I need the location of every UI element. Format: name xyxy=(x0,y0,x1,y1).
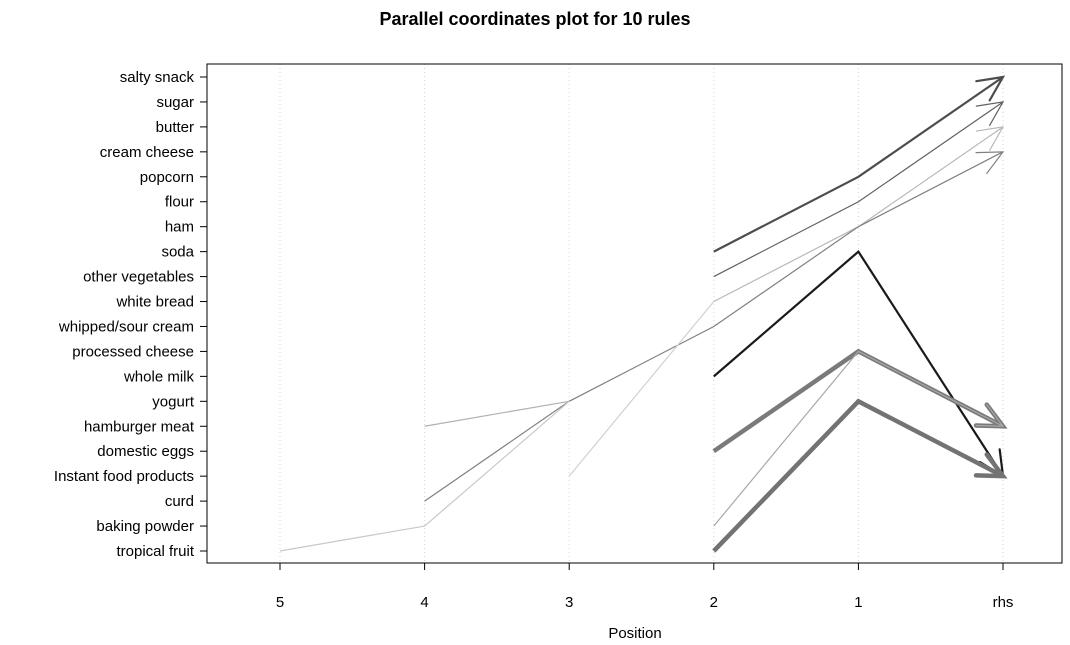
arrowhead xyxy=(975,126,1005,151)
y-tick-label: hamburger meat xyxy=(84,418,195,435)
arrowhead xyxy=(975,151,1005,175)
y-tick-label: flour xyxy=(165,194,194,211)
arrowhead xyxy=(975,404,1005,427)
rule-line xyxy=(568,301,715,477)
y-tick-label: domestic eggs xyxy=(97,443,194,460)
rule-line xyxy=(279,400,570,552)
arrowhead xyxy=(973,452,1008,479)
y-tick-label: yogurt xyxy=(152,393,195,410)
arrowhead xyxy=(975,75,1006,102)
y-tick-label: butter xyxy=(156,119,194,136)
y-tick-label: white bread xyxy=(115,294,194,311)
y-tick-label: popcorn xyxy=(140,169,194,186)
rule-line xyxy=(713,126,1005,303)
grid-lines xyxy=(279,64,1004,563)
y-tick-label: other vegetables xyxy=(83,269,194,286)
rule-lines xyxy=(279,75,1008,553)
y-tick-label: soda xyxy=(161,244,194,261)
x-tick-label: 3 xyxy=(565,594,573,611)
rule-line xyxy=(713,75,1006,253)
y-tick-label: cream cheese xyxy=(100,144,194,161)
x-tick-label: 1 xyxy=(854,594,862,611)
x-tick-label: rhs xyxy=(993,594,1014,611)
y-tick-label: Instant food products xyxy=(54,468,194,485)
x-tick-label: 5 xyxy=(276,594,284,611)
x-axis: 5 4 3 2 1 rhs xyxy=(276,563,1014,611)
x-tick-label: 2 xyxy=(710,594,718,611)
arrowhead xyxy=(975,101,1005,127)
rule-line xyxy=(713,101,1005,278)
y-tick-label: salty snack xyxy=(120,69,195,86)
y-tick-label: processed cheese xyxy=(72,343,194,360)
rule-line xyxy=(713,249,1005,479)
y-tick-label: curd xyxy=(165,493,194,510)
y-tick-label: baking powder xyxy=(96,518,194,535)
chart-title: Parallel coordinates plot for 10 rules xyxy=(379,9,690,29)
y-tick-label: whole milk xyxy=(123,368,195,385)
y-axis: salty snack sugar butter cream cheese popco… xyxy=(54,69,207,560)
rule-line xyxy=(712,398,1008,553)
x-tick-label: 4 xyxy=(420,594,428,611)
y-tick-label: tropical fruit xyxy=(116,543,194,560)
x-axis-label: Position xyxy=(608,625,661,642)
rule-line xyxy=(424,151,1005,502)
y-tick-label: sugar xyxy=(156,94,194,111)
plot-frame xyxy=(206,63,1063,564)
rule-line xyxy=(424,400,570,427)
y-tick-label: ham xyxy=(165,219,194,236)
rule-line xyxy=(713,350,1005,527)
y-tick-label: whipped/sour cream xyxy=(58,318,194,335)
